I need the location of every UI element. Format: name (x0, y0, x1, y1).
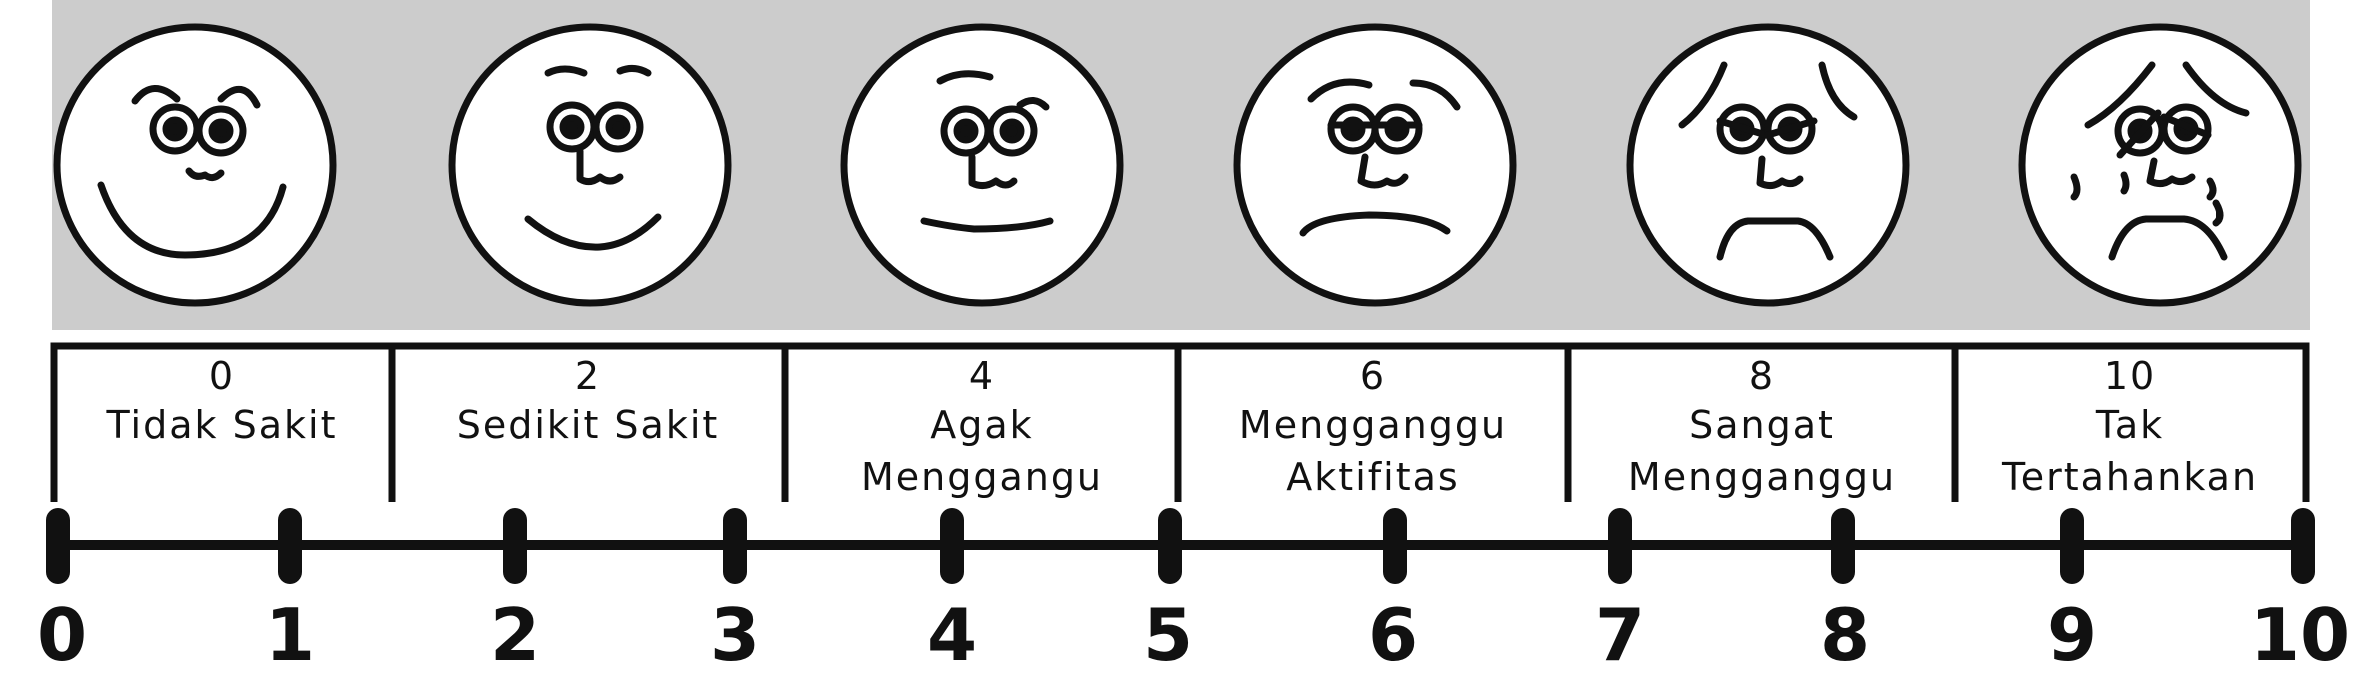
face-label: Aktifitas (1286, 455, 1459, 499)
face-score: 4 (969, 354, 995, 398)
axis-tick-label: 10 (2250, 593, 2350, 677)
face-label: Sangat (1689, 403, 1835, 447)
frowning-face (1233, 23, 1517, 307)
axis-tick-label: 0 (37, 593, 87, 677)
axis-tick (46, 508, 70, 584)
axis-tick (1831, 508, 1855, 584)
axis-tick (1383, 508, 1407, 584)
face-band (52, 0, 2310, 330)
face-score: 2 (575, 354, 601, 398)
axis-tick (2060, 508, 2084, 584)
labels-box (50, 342, 2310, 502)
axis-tick (2291, 508, 2315, 584)
face-label: Agak (930, 403, 1033, 447)
face-score: 10 (2104, 354, 2156, 398)
face-label: Menggangu (861, 455, 1103, 499)
face-label: Tertahankan (2001, 455, 2258, 499)
axis-tick-label: 6 (1368, 593, 1418, 677)
smiling-face (53, 23, 337, 307)
face-score: 8 (1749, 354, 1775, 398)
face-labels: 0 Tidak Sakit 2 Sedikit Sakit 4 Agak Men… (106, 354, 2258, 499)
axis-ticks (46, 508, 2315, 584)
axis-tick-label: 8 (1820, 593, 1870, 677)
face-label: Tak (2095, 403, 2164, 447)
axis-tick-label: 3 (710, 593, 760, 677)
axis-tick (503, 508, 527, 584)
face-label: Mengganggu (1628, 455, 1896, 499)
axis-tick (1158, 508, 1182, 584)
axis-tick-label: 2 (490, 593, 540, 677)
axis-tick-label: 4 (927, 593, 977, 677)
distressed-face (1626, 23, 1910, 307)
axis-tick-label: 9 (2047, 593, 2097, 677)
axis-tick (1608, 508, 1632, 584)
face-label: Tidak Sakit (106, 403, 338, 447)
axis-tick-label: 1 (265, 593, 315, 677)
face-label: Mengganggu (1239, 403, 1507, 447)
face-label: Sedikit Sakit (457, 403, 720, 447)
axis-labels: 0 1 2 3 4 5 6 7 8 9 10 (37, 593, 2350, 677)
axis-tick-label: 7 (1595, 593, 1645, 677)
face-score: 6 (1360, 354, 1386, 398)
face-score: 0 (209, 354, 235, 398)
axis-tick (940, 508, 964, 584)
slight-smile-face (448, 23, 732, 307)
neutral-face (840, 23, 1124, 307)
crying-face (2018, 23, 2302, 307)
axis-tick (278, 508, 302, 584)
axis-tick-label: 5 (1143, 593, 1193, 677)
axis-tick (723, 508, 747, 584)
